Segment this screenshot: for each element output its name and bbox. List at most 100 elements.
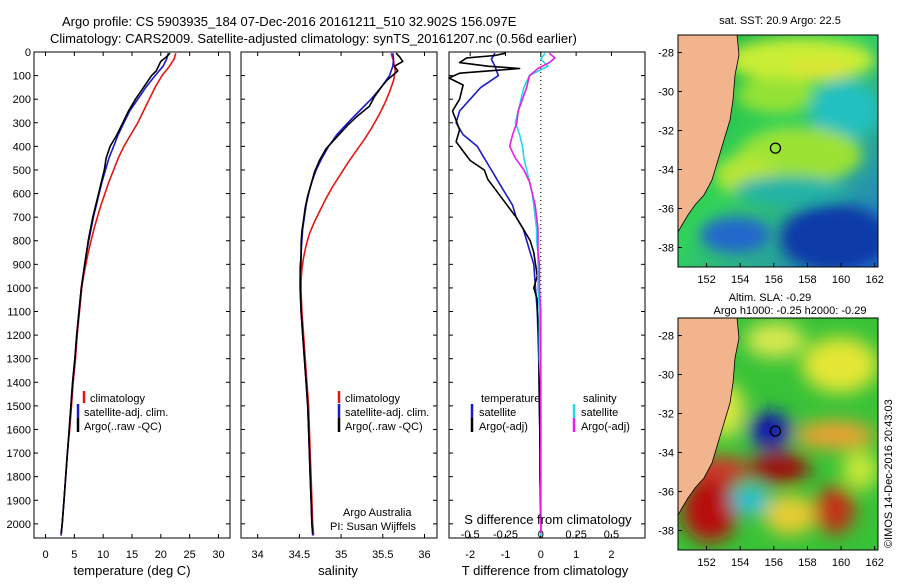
- legend-label-climatology: climatology: [345, 393, 401, 405]
- sla-map-frame: [677, 317, 879, 551]
- sla-map-title-line1: Altim. SLA: -0.29: [729, 292, 812, 304]
- lat-tick-label: -30: [658, 370, 674, 382]
- lon-tick-label: 162: [865, 274, 883, 286]
- x-tick-label: 5: [71, 549, 77, 561]
- x-tick-label: 2: [608, 549, 614, 561]
- legend-label-s-argo: Argo(-adj): [581, 421, 630, 433]
- lat-tick-label: -28: [658, 331, 674, 343]
- depth-tick-label: 1300: [7, 354, 31, 366]
- series-line-t-argo-adj-: [448, 52, 542, 534]
- lat-tick-label: -30: [658, 87, 674, 99]
- lat-tick-label: -34: [658, 165, 674, 177]
- legend-label-s-satellite: satellite: [581, 407, 618, 419]
- s-difference-tick-label: 0.25: [565, 529, 586, 541]
- salinity-profile-panel: 34 34.5 35 35.5 36: [240, 51, 438, 561]
- lat-tick-label: -36: [658, 204, 674, 216]
- lat-tick-label: -32: [658, 409, 674, 421]
- depth-tick-label: 400: [13, 141, 31, 153]
- lat-tick-label: -32: [658, 126, 674, 138]
- imos-credit: ©IMOS 14-Dec-2016 20:43:03: [883, 399, 895, 548]
- difference-xlabel: T difference from climatology: [462, 563, 629, 578]
- x-tick-label: 0: [538, 549, 544, 561]
- depth-tick-label: 100: [13, 71, 31, 83]
- x-tick-label: 35: [335, 549, 347, 561]
- lat-tick-label: -38: [658, 243, 674, 255]
- depth-tick-label: 1800: [7, 472, 31, 484]
- x-tick-label: 0: [42, 549, 48, 561]
- depth-tick-label: 1200: [7, 330, 31, 342]
- depth-tick-label: 700: [13, 212, 31, 224]
- sst-map: sat. SST: 20.9 Argo: 22.5 152 154 156 158 16…: [658, 15, 884, 286]
- difference-profile-panel: -2 -1 0 1 2-0.5 -0.25 0 0.25 0.5: [448, 51, 646, 561]
- sla-argo-position-marker: [769, 425, 782, 437]
- plot-frame: [448, 51, 646, 539]
- depth-tick-label: 1600: [7, 424, 31, 436]
- lon-tick-label: 156: [765, 274, 783, 286]
- sla-coastline-land: [678, 318, 740, 516]
- lat-tick-label: -34: [658, 448, 674, 460]
- plot-frame: [33, 51, 231, 539]
- s-difference-tick-label: -0.5: [461, 529, 480, 541]
- sst-map-frame: [677, 34, 879, 268]
- legend-label-satellite: satellite-adj. clim.: [345, 407, 429, 419]
- depth-tick-label: 200: [13, 94, 31, 106]
- depth-tick-label: 0: [25, 47, 31, 59]
- plot-frame: [240, 51, 438, 539]
- lon-tick-label: 154: [731, 557, 749, 569]
- depth-tick-label: 1900: [7, 495, 31, 507]
- x-tick-label: 30: [212, 549, 224, 561]
- sst-field-features: [700, 38, 878, 267]
- x-tick-label: 25: [184, 549, 196, 561]
- figure-title-line1: Argo profile: CS 5903935_184 07-Dec-2016…: [62, 14, 517, 29]
- lat-tick-label: -36: [658, 487, 674, 499]
- lon-tick-label: 152: [697, 557, 715, 569]
- sst-argo-position-marker: [769, 142, 782, 154]
- x-tick-label: 35.5: [372, 549, 393, 561]
- sst-coastline-land: [678, 35, 740, 233]
- depth-tick-label: 1500: [7, 401, 31, 413]
- x-tick-label: 10: [97, 549, 109, 561]
- salinity-xlabel: salinity: [318, 563, 358, 578]
- lon-tick-label: 158: [798, 274, 816, 286]
- x-tick-label: -2: [465, 549, 475, 561]
- depth-tick-label: 1700: [7, 448, 31, 460]
- x-tick-label: 1: [573, 549, 579, 561]
- x-tick-label: 36: [418, 549, 430, 561]
- temperature-profile-panel: 0100200300400500600700800900100011001200…: [7, 47, 231, 561]
- salinity-annotation-line2: PI: Susan Wijffels: [330, 521, 416, 533]
- legend-label-argo: Argo(..raw -QC): [84, 421, 162, 433]
- temperature-xlabel: temperature (deg C): [73, 563, 190, 578]
- depth-tick-label: 1000: [7, 283, 31, 295]
- x-tick-label: 34: [252, 549, 264, 561]
- legend-label-t-argo: Argo(-adj): [479, 421, 528, 433]
- difference-legend: temperature salinity satellite Argo(-adj…: [470, 393, 630, 433]
- sst-map-title: sat. SST: 20.9 Argo: 22.5: [719, 15, 841, 27]
- lon-tick-label: 154: [731, 274, 749, 286]
- salinity-legend: climatology satellite-adj. clim. Argo(..…: [337, 391, 429, 433]
- depth-tick-label: 500: [13, 165, 31, 177]
- lon-tick-label: 152: [697, 274, 715, 286]
- depth-tick-label: 800: [13, 236, 31, 248]
- lon-tick-label: 160: [832, 557, 850, 569]
- legend-label-argo: Argo(..raw -QC): [345, 421, 423, 433]
- difference-top-label: S difference from climatology: [464, 512, 632, 527]
- figure-title-line2: Climatology: CARS2009. Satellite-adjuste…: [50, 31, 577, 46]
- depth-tick-label: 1400: [7, 377, 31, 389]
- legend-label-t-satellite: satellite: [479, 407, 516, 419]
- x-tick-label: 15: [126, 549, 138, 561]
- lon-tick-label: 158: [798, 557, 816, 569]
- lon-tick-label: 160: [832, 274, 850, 286]
- lat-tick-label: -38: [658, 526, 674, 538]
- sla-map: Altim. SLA: -0.29 Argo h1000: -0.25 h200…: [658, 292, 884, 569]
- series-line-argo-raw-qc-: [60, 52, 171, 534]
- x-tick-label: -1: [501, 549, 511, 561]
- lon-tick-label: 156: [765, 557, 783, 569]
- s-difference-tick-label: -0.25: [493, 529, 518, 541]
- depth-tick-label: 900: [13, 259, 31, 271]
- depth-tick-label: 1100: [7, 307, 31, 319]
- x-tick-label: 34.5: [289, 549, 310, 561]
- salinity-annotation-line1: Argo Australia: [343, 507, 412, 519]
- depth-tick-label: 600: [13, 189, 31, 201]
